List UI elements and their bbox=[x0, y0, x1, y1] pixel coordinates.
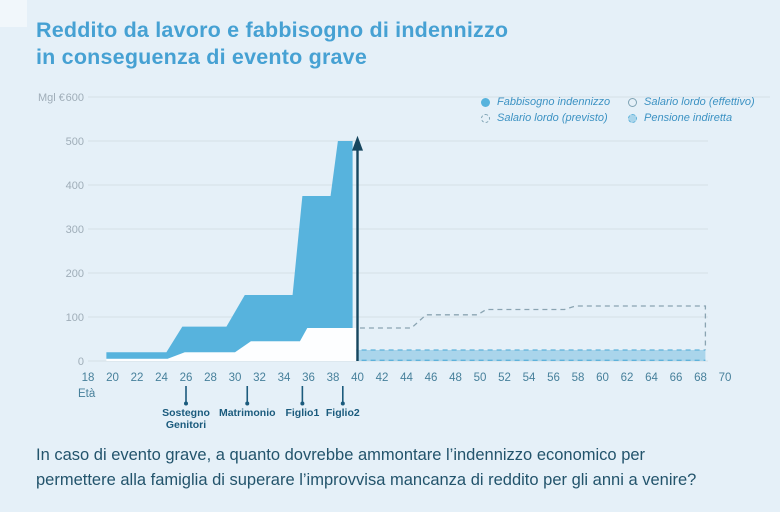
x-tick-60: 60 bbox=[596, 372, 609, 384]
event-marker-dot-4 bbox=[340, 401, 345, 406]
legend-label: Salario lordo (effettivo) bbox=[644, 96, 755, 108]
x-tick-54: 54 bbox=[523, 372, 536, 384]
chart-title-line1: Reddito da lavoro e fabbisogno di indenn… bbox=[36, 18, 509, 42]
x-tick-52: 52 bbox=[498, 372, 511, 384]
filled-circle-icon bbox=[481, 97, 490, 107]
y-axis-unit-label: Mgl € bbox=[38, 92, 65, 104]
legend-item-3: Salario lordo (previsto) bbox=[481, 112, 628, 124]
x-tick-34: 34 bbox=[278, 372, 291, 384]
x-tick-20: 20 bbox=[106, 372, 119, 384]
event-label-4: Figlio2 bbox=[326, 407, 360, 419]
salario-previsto-line bbox=[359, 305, 707, 350]
event-label-2: Matrimonio bbox=[219, 407, 276, 419]
x-tick-70: 70 bbox=[719, 372, 732, 384]
question-text: In caso di evento grave, a quanto dovreb… bbox=[36, 443, 766, 492]
x-tick-36: 36 bbox=[302, 372, 315, 384]
x-tick-48: 48 bbox=[449, 372, 462, 384]
dashed-filled-circle-icon bbox=[628, 113, 637, 123]
x-tick-44: 44 bbox=[400, 372, 413, 384]
x-tick-30: 30 bbox=[229, 372, 242, 384]
legend-item-4: Pensione indiretta bbox=[628, 112, 755, 124]
x-tick-22: 22 bbox=[131, 372, 144, 384]
x-tick-18: 18 bbox=[82, 372, 95, 384]
chart-title: Reddito da lavoro e fabbisogno di indenn… bbox=[36, 17, 508, 71]
y-tick-0: 0 bbox=[78, 356, 84, 368]
pensione-band bbox=[352, 350, 706, 361]
salario-effettivo-area bbox=[106, 328, 357, 361]
y-tick-400: 400 bbox=[66, 180, 84, 192]
legend-label: Salario lordo (previsto) bbox=[497, 112, 608, 124]
question-line2: permettere alla famiglia di superare l’i… bbox=[36, 470, 697, 489]
x-tick-64: 64 bbox=[645, 372, 658, 384]
x-tick-58: 58 bbox=[572, 372, 585, 384]
event-label-3: Figlio1 bbox=[285, 407, 319, 419]
x-tick-46: 46 bbox=[425, 372, 438, 384]
x-tick-26: 26 bbox=[180, 372, 193, 384]
event-label-1-line2: Genitori bbox=[166, 419, 206, 431]
legend-item-2: Salario lordo (effettivo) bbox=[628, 96, 755, 108]
y-tick-100: 100 bbox=[66, 312, 84, 324]
question-line1: In caso di evento grave, a quanto dovreb… bbox=[36, 446, 646, 464]
x-tick-56: 56 bbox=[547, 372, 560, 384]
corner-decoration bbox=[0, 0, 27, 27]
y-tick-200: 200 bbox=[66, 268, 84, 280]
x-tick-50: 50 bbox=[474, 372, 487, 384]
x-axis-label: Età bbox=[78, 388, 96, 400]
event-marker-dot-3 bbox=[300, 401, 305, 406]
x-tick-68: 68 bbox=[694, 372, 707, 384]
dashed-circle-icon bbox=[481, 113, 490, 123]
fabbisogno-area bbox=[106, 141, 353, 359]
y-tick-500: 500 bbox=[66, 136, 84, 148]
legend-label: Fabbisogno indennizzo bbox=[497, 96, 611, 108]
indennizzo-arrow-head bbox=[352, 135, 363, 151]
x-tick-42: 42 bbox=[376, 372, 389, 384]
legend-item-1: Fabbisogno indennizzo bbox=[481, 96, 628, 108]
x-tick-40: 40 bbox=[351, 372, 364, 384]
outline-circle-icon bbox=[628, 97, 637, 107]
chart-legend: Fabbisogno indennizzo Salario lordo (effe… bbox=[481, 96, 755, 124]
x-tick-28: 28 bbox=[204, 372, 217, 384]
y-tick-600: 600 bbox=[66, 92, 84, 104]
chart-title-line2: in conseguenza di evento grave bbox=[36, 45, 367, 69]
legend-label: Pensione indiretta bbox=[644, 112, 733, 124]
y-tick-300: 300 bbox=[66, 224, 84, 236]
x-tick-38: 38 bbox=[327, 372, 340, 384]
x-tick-66: 66 bbox=[670, 372, 683, 384]
x-tick-32: 32 bbox=[253, 372, 266, 384]
event-marker-dot-2 bbox=[245, 401, 250, 406]
event-marker-dot-1 bbox=[184, 401, 188, 406]
x-tick-62: 62 bbox=[621, 372, 634, 384]
x-tick-24: 24 bbox=[155, 372, 168, 384]
event-label-1: Sostegno bbox=[162, 407, 210, 419]
